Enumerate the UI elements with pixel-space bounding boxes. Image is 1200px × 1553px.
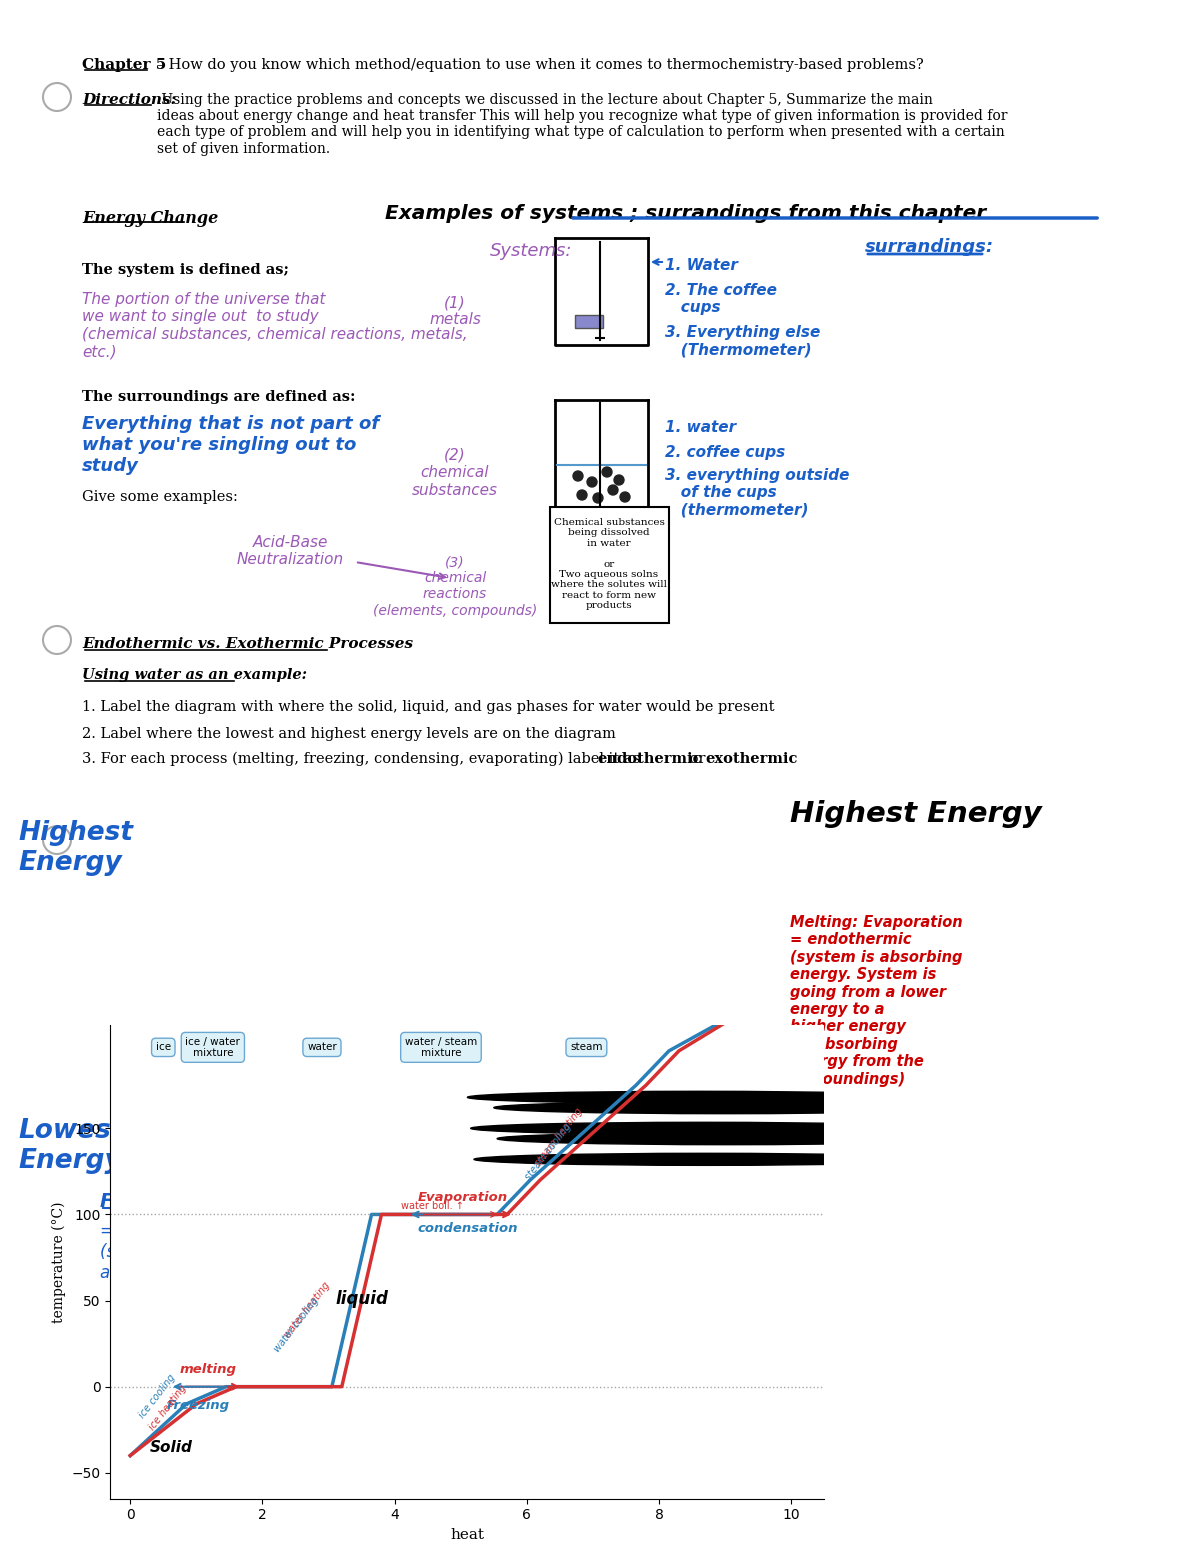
- Text: Solid: Solid: [150, 1440, 193, 1455]
- Text: (1)
metals: (1) metals: [430, 295, 481, 328]
- Text: (2)
chemical
substances: (2) chemical substances: [412, 447, 498, 499]
- Text: 3. For each process (melting, freezing, condensing, evaporating) label it as: 3. For each process (melting, freezing, …: [82, 752, 644, 766]
- Text: steam heating: steam heating: [534, 1106, 584, 1168]
- Text: 2. The coffee
   cups: 2. The coffee cups: [665, 283, 778, 315]
- Text: steam cooling: steam cooling: [523, 1121, 574, 1182]
- Text: Give some examples:: Give some examples:: [82, 491, 238, 505]
- Text: Using the practice problems and concepts we discussed in the lecture about Chapt: Using the practice problems and concepts…: [157, 93, 1008, 155]
- Text: Acid-Base
Neutralization: Acid-Base Neutralization: [236, 534, 343, 567]
- Circle shape: [494, 1101, 956, 1114]
- Text: melting: melting: [180, 1364, 236, 1376]
- Text: ice / water
mixture: ice / water mixture: [186, 1036, 240, 1058]
- Text: (3)
chemical
reactions
(elements, compounds): (3) chemical reactions (elements, compou…: [373, 554, 538, 618]
- Text: Endothermic vs. Exothermic Processes: Endothermic vs. Exothermic Processes: [82, 637, 413, 651]
- Text: Directions:: Directions:: [82, 93, 176, 107]
- Text: water / steam
mixture: water / steam mixture: [404, 1036, 478, 1058]
- Text: Gas: Gas: [646, 1093, 680, 1112]
- Text: ice: ice: [156, 1042, 170, 1053]
- Text: ice cooling: ice cooling: [137, 1373, 178, 1419]
- Circle shape: [497, 1132, 960, 1145]
- Text: Chapter 5: Chapter 5: [82, 57, 167, 71]
- Text: endothermic: endothermic: [598, 752, 702, 766]
- Circle shape: [574, 471, 583, 481]
- Text: water boil. ↑: water boil. ↑: [401, 1202, 464, 1211]
- Circle shape: [587, 477, 598, 488]
- Circle shape: [608, 485, 618, 495]
- FancyBboxPatch shape: [575, 315, 604, 328]
- Circle shape: [468, 1092, 930, 1103]
- Text: Energy Change: Energy Change: [82, 210, 218, 227]
- Text: 3. everything outside
   of the cups
   (thermometer): 3. everything outside of the cups (therm…: [665, 467, 850, 517]
- Text: ice heating: ice heating: [146, 1382, 188, 1432]
- Text: 1. Water: 1. Water: [665, 258, 738, 273]
- Text: Everything that is not part of
what you're singling out to
study: Everything that is not part of what you'…: [82, 415, 379, 475]
- FancyBboxPatch shape: [550, 506, 670, 623]
- X-axis label: heat: heat: [450, 1528, 485, 1542]
- Text: The portion of the universe that
we want to single out  to study
(chemical subst: The portion of the universe that we want…: [82, 292, 468, 359]
- Circle shape: [470, 1123, 934, 1134]
- Text: 1. Label the diagram with where the solid, liquid, and gas phases for water woul: 1. Label the diagram with where the soli…: [82, 700, 774, 714]
- Text: steam: steam: [570, 1042, 602, 1053]
- Text: Highest Energy: Highest Energy: [790, 800, 1042, 828]
- Text: Lowest
Energy: Lowest Energy: [18, 1118, 124, 1174]
- Text: Freezing and condensing: Freezing and condensing: [100, 1193, 373, 1211]
- Circle shape: [614, 475, 624, 485]
- Text: Lowest
Energy: Lowest Energy: [672, 1120, 767, 1173]
- Text: water cooling: water cooling: [272, 1295, 322, 1354]
- Text: The surroundings are defined as:: The surroundings are defined as:: [82, 390, 355, 404]
- Text: 1. water: 1. water: [665, 419, 736, 435]
- Text: Using water as an example:: Using water as an example:: [82, 668, 307, 682]
- Circle shape: [593, 492, 604, 503]
- Text: Highest
Energy: Highest Energy: [18, 820, 133, 876]
- Circle shape: [620, 492, 630, 502]
- Text: – How do you know which method/equation to use when it comes to thermochemistry-: – How do you know which method/equation …: [152, 57, 924, 71]
- Text: water: water: [307, 1042, 337, 1053]
- Text: 2. coffee cups: 2. coffee cups: [665, 446, 785, 460]
- Text: exothermic: exothermic: [706, 752, 797, 766]
- Circle shape: [474, 1154, 937, 1165]
- Text: surrandings:: surrandings:: [865, 238, 994, 256]
- Circle shape: [602, 467, 612, 477]
- Text: Chemical substances
being dissolved
in water

or
Two aqueous solns
where the sol: Chemical substances being dissolved in w…: [551, 519, 667, 610]
- Circle shape: [577, 491, 587, 500]
- Text: condensation: condensation: [418, 1222, 518, 1235]
- Text: Evaporation: Evaporation: [418, 1191, 508, 1204]
- Text: 2. Label where the lowest and highest energy levels are on the diagram: 2. Label where the lowest and highest en…: [82, 727, 616, 741]
- Text: 3. Everything else
   (Thermometer): 3. Everything else (Thermometer): [665, 325, 821, 357]
- Text: Examples of systems ; surrandings from this chapter: Examples of systems ; surrandings from t…: [385, 203, 986, 224]
- Text: Systems:: Systems:: [490, 242, 572, 259]
- Text: Freezing: Freezing: [167, 1399, 229, 1412]
- Text: liquid: liquid: [335, 1291, 388, 1308]
- Text: water heating: water heating: [282, 1281, 332, 1340]
- Y-axis label: temperature (°C): temperature (°C): [52, 1200, 66, 1323]
- Text: The system is defined as;: The system is defined as;: [82, 262, 289, 276]
- Text: = exothermic - system is releasing energy
(system is releasing energy in order t: = exothermic - system is releasing energ…: [100, 1222, 493, 1281]
- Text: Melting: Evaporation
= endothermic
(system is absorbing
energy. System is
going : Melting: Evaporation = endothermic (syst…: [790, 915, 962, 1087]
- Text: or: or: [685, 752, 710, 766]
